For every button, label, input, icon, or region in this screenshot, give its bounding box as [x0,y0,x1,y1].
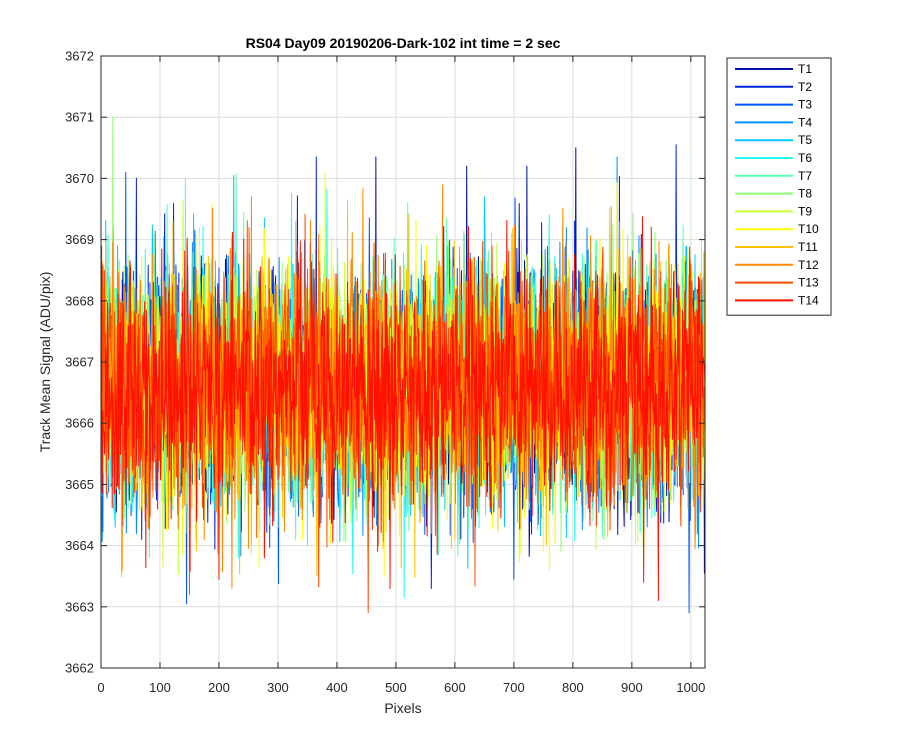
x-tick-label: 600 [444,680,466,695]
y-tick-label: 3671 [65,110,94,125]
y-tick-label: 3667 [65,355,94,370]
chart-title: RS04 Day09 20190206-Dark-102 int time = … [246,35,561,51]
legend: T1 T2 T3 T4 T5 T6 T7 T8 T9 T10 T11 T12 T13 T14 [726,57,832,316]
x-tick-label: 800 [562,680,584,695]
legend-label-t13: T13 [798,276,819,290]
y-tick-label: 3668 [65,293,94,308]
plot-series [101,116,705,614]
legend-label-t6: T6 [798,151,812,165]
series-line-t13 [101,213,705,614]
series-line-t14 [101,216,705,602]
x-tick-label: 500 [385,680,407,695]
legend-label-t7: T7 [798,169,812,183]
legend-label-t11: T11 [798,240,818,254]
legend-label-t14: T14 [798,293,819,307]
x-tick-label: 200 [208,680,230,695]
legend-label-t5: T5 [798,133,812,147]
y-tick-label: 3666 [65,416,94,431]
y-tick-label: 3672 [65,49,94,64]
y-tick-label: 3665 [65,477,94,492]
legend-label-t10: T10 [798,222,819,236]
y-tick-label: 3664 [65,538,94,553]
x-tick-label: 100 [149,680,171,695]
x-tick-label: 1000 [676,680,705,695]
y-tick-label: 3662 [65,661,94,676]
x-tick-label: 0 [97,680,104,695]
legend-box [726,57,832,316]
legend-label-t3: T3 [798,98,812,112]
x-tick-label: 300 [267,680,289,695]
x-tick-label: 400 [326,680,348,695]
legend-label-t8: T8 [798,187,812,201]
legend-label-t4: T4 [798,115,812,129]
y-tick-label: 3669 [65,232,94,247]
x-tick-label: 700 [503,680,525,695]
x-axis-label: Pixels [384,700,421,716]
y-tick-label: 3670 [65,171,94,186]
y-tick-label: 3663 [65,599,94,614]
x-tick-label: 900 [621,680,643,695]
axis-ticks: 0 100 200 300 400 500 600 700 800 900 1000 3662 3663… [65,49,705,696]
legend-label-t1: T1 [798,62,812,76]
legend-label-t2: T2 [798,80,812,94]
legend-label-t9: T9 [798,204,812,218]
y-axis-label: Track Mean Signal (ADU/pix) [37,272,53,453]
legend-label-t12: T12 [798,258,819,272]
